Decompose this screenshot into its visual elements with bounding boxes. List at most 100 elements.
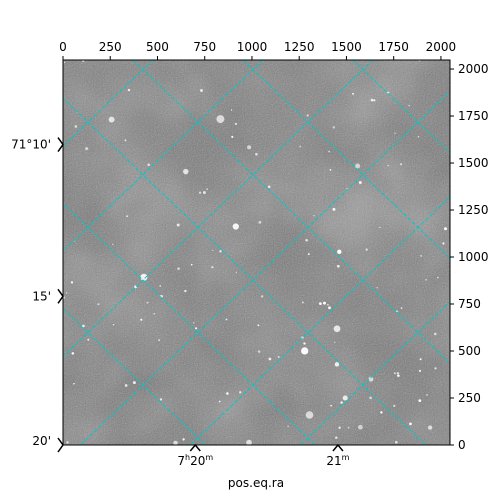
star (319, 302, 322, 305)
x-tick-label: 750 (193, 40, 216, 54)
star (427, 425, 433, 430)
star (373, 99, 376, 102)
star (370, 98, 374, 102)
star (85, 147, 89, 151)
star (420, 255, 422, 257)
star (305, 411, 314, 419)
star (231, 135, 234, 139)
star (358, 424, 363, 430)
star (396, 310, 398, 313)
dec-tick-label: 71°10' (11, 138, 51, 152)
star (305, 238, 308, 242)
ra-tick-mark (189, 443, 201, 452)
star (159, 398, 163, 401)
star (176, 223, 180, 227)
dec-tick-mark (57, 288, 64, 304)
star (108, 116, 115, 123)
star (232, 223, 239, 230)
grid-line (189, 196, 450, 445)
image-panel (63, 60, 450, 445)
star (132, 381, 136, 385)
star (195, 327, 198, 330)
star (394, 132, 396, 135)
star (124, 384, 128, 387)
x-tick-label: 1000 (237, 40, 268, 54)
star (146, 301, 149, 304)
star (212, 249, 214, 252)
star (330, 404, 332, 407)
star (219, 250, 222, 253)
star (303, 342, 306, 345)
star (82, 324, 85, 328)
star (63, 61, 66, 64)
star (334, 341, 336, 344)
star (126, 215, 129, 218)
star (409, 422, 412, 426)
star (70, 281, 74, 284)
dec-axis: 71°10' 15' 20' (11, 137, 64, 453)
y-tick-label: 750 (458, 297, 481, 311)
star (369, 396, 372, 400)
star (184, 289, 187, 293)
star (182, 438, 185, 441)
star (97, 303, 100, 306)
star (200, 89, 203, 92)
x-tick-label: 1250 (284, 40, 315, 54)
dec-tick-label: 15' (32, 289, 51, 303)
star (198, 191, 202, 194)
ra-tick-mark (332, 443, 344, 452)
star (387, 164, 389, 167)
star (408, 105, 410, 107)
star (299, 145, 302, 148)
grid-line (299, 301, 450, 445)
star (313, 215, 315, 217)
star (395, 440, 398, 444)
star (218, 400, 221, 403)
dec-tick-mark (57, 137, 64, 153)
star (258, 220, 262, 224)
y-tick-label: 500 (458, 344, 481, 358)
star (418, 369, 422, 372)
star (306, 114, 309, 117)
ra-tick-label: 21m (326, 453, 349, 468)
y-tick-label: 1750 (458, 109, 489, 123)
coordinate-grid (63, 60, 450, 445)
star (426, 394, 428, 396)
star (230, 109, 233, 111)
star (211, 266, 214, 269)
star (255, 152, 258, 156)
star (400, 163, 403, 166)
star (417, 136, 420, 138)
star (206, 188, 209, 191)
star (338, 426, 341, 429)
ra-tick-label: 7h20m (177, 453, 213, 468)
y-tick-label: 1500 (458, 156, 489, 170)
dec-tick-label: 20' (32, 434, 51, 448)
star (302, 301, 304, 304)
star (342, 395, 348, 401)
y-tick-label: 250 (458, 391, 481, 405)
star (442, 242, 445, 245)
star (112, 243, 114, 245)
y-tick-label: 1250 (458, 203, 489, 217)
star (65, 292, 68, 294)
star (327, 303, 329, 306)
star (257, 324, 260, 327)
star (239, 391, 242, 394)
x-tick-label: 1500 (331, 40, 362, 54)
star (87, 338, 90, 341)
right-y-axis: 0 250 500 750 1000 1250 1500 1750 2000 (450, 62, 489, 452)
star (140, 318, 143, 321)
star (365, 248, 368, 251)
star (379, 226, 381, 228)
star (216, 115, 225, 124)
x-tick-label: 500 (146, 40, 169, 54)
ra-axis: 7h20m 21m (177, 443, 350, 468)
star (267, 185, 271, 189)
y-tick-label: 2000 (458, 62, 489, 76)
star (358, 181, 362, 184)
x-tick-label: 1750 (378, 40, 409, 54)
star (437, 276, 439, 279)
x-tick-label: 0 (59, 40, 67, 54)
